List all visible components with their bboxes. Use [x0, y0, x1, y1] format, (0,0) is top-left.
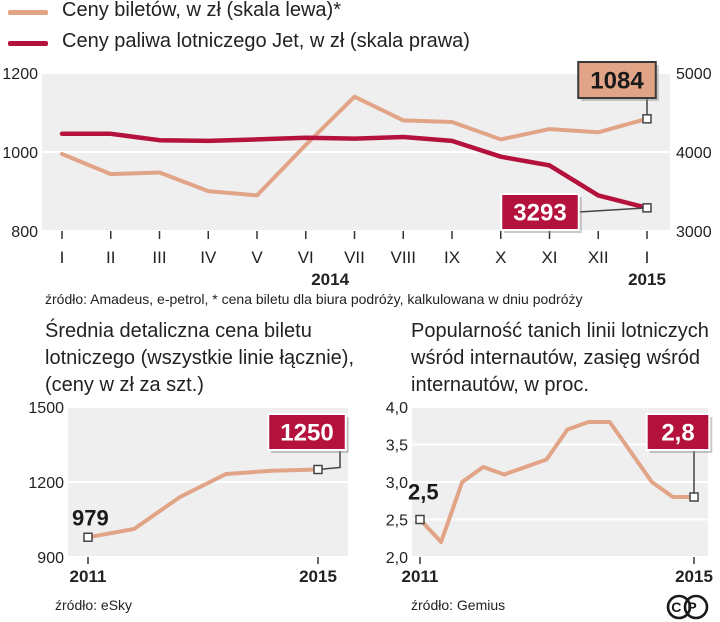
gemius-line — [418, 420, 696, 544]
esky-end-callout-label: 1250 — [280, 420, 333, 447]
esky-source: źródło: eSky — [55, 597, 133, 613]
main-right-tick-label: 3000 — [676, 224, 712, 241]
main-x-tick-label: VI — [298, 248, 314, 267]
esky-x-tick-label: 2015 — [299, 567, 337, 586]
legend-ticket-label: Ceny biletów, w zł (skala lewa)* — [62, 0, 341, 21]
fuel-price-line — [59, 131, 650, 211]
main-x-tick-label: XI — [541, 248, 557, 267]
main-left-tick-label: 1000 — [2, 145, 38, 162]
legend-ticket-swatch — [8, 10, 48, 15]
gemius-title-line-1: Popularność tanich linii lotniczych — [411, 320, 709, 342]
gemius-start-marker — [415, 514, 425, 525]
gemius-y-tick-label: 2,5 — [386, 513, 408, 530]
ticket-price-line — [60, 94, 649, 198]
main-year-label: 2014 — [311, 270, 349, 289]
main-x-tick-label: II — [106, 248, 115, 267]
gemius-title-line-3: internautów, w proc. — [411, 374, 589, 396]
legend-fuel-label: Ceny paliwa lotniczego Jet, w zł (skala … — [62, 30, 470, 52]
gemius-y-tick-label: 3,5 — [386, 438, 408, 455]
esky-end-callout-box — [267, 413, 347, 451]
gemius-x-tick-label: 2015 — [675, 567, 713, 586]
esky-end-marker — [313, 464, 323, 475]
esky-line — [86, 467, 320, 540]
main-year-label: 2015 — [628, 270, 666, 289]
ticket-callout-box — [577, 61, 657, 99]
main-x-tick-label: IV — [200, 248, 217, 267]
esky-y-tick-label: 1500 — [28, 400, 64, 417]
gemius-source: źródło: Gemius — [411, 597, 506, 613]
main-x-tick-label: XII — [588, 248, 609, 267]
fuel-callout-box — [500, 193, 580, 231]
esky-title-line-1: Średnia detaliczna cena biletu — [45, 320, 312, 342]
main-right-tick-label: 4000 — [676, 145, 712, 162]
fuel-callout-leader — [578, 207, 648, 213]
main-left-tick-label: 1200 — [2, 66, 38, 83]
cp-logo-text: CP — [671, 599, 702, 615]
legend-fuel-swatch — [8, 41, 48, 46]
main-x-tick-label: I — [645, 248, 650, 267]
main-right-tick-label: 5000 — [676, 66, 712, 83]
main-x-tick-label: X — [495, 248, 506, 267]
gemius-end-marker — [689, 492, 699, 502]
main-x-tick-label: I — [60, 248, 65, 267]
gemius-end-callout-label: 2,8 — [661, 420, 694, 447]
ticket-callout-marker — [642, 114, 652, 124]
main-left-tick-label: 800 — [11, 224, 38, 241]
esky-start-marker — [83, 532, 93, 542]
gemius-y-tick-label: 2,0 — [386, 550, 408, 567]
gemius-end-callout-box — [645, 413, 711, 451]
main-x-tick-label: IX — [444, 248, 460, 267]
main-chart-source: źródło: Amadeus, e-petrol, * cena biletu… — [45, 291, 583, 307]
main-x-tick-label: VII — [344, 248, 365, 267]
gemius-start-label: 2,5 — [408, 480, 439, 505]
esky-x-tick-label: 2011 — [70, 567, 107, 586]
fuel-callout-label: 3293 — [513, 200, 566, 227]
main-x-tick-label: III — [152, 248, 166, 267]
gemius-title-line-2: wśród internautów, zasięg wśród — [411, 347, 701, 369]
main-x-tick-label: VIII — [390, 248, 416, 267]
gemius-y-tick-label: 3,0 — [386, 475, 408, 492]
esky-title-line-3: (ceny w zł za szt.) — [45, 374, 204, 396]
gemius-y-tick-label: 4,0 — [386, 400, 408, 417]
esky-y-tick-label: 1200 — [28, 475, 64, 492]
ticket-callout-label: 1084 — [590, 68, 644, 95]
cp-logo: CP — [666, 594, 709, 620]
esky-y-tick-label: 900 — [37, 550, 64, 567]
fuel-callout-marker — [642, 203, 652, 213]
main-x-tick-label: V — [251, 248, 263, 267]
esky-title-line-2: lotniczego (wszystkie linie łącznie), — [45, 347, 355, 369]
esky-start-label: 979 — [72, 505, 109, 530]
gemius-x-tick-label: 2011 — [402, 567, 439, 586]
